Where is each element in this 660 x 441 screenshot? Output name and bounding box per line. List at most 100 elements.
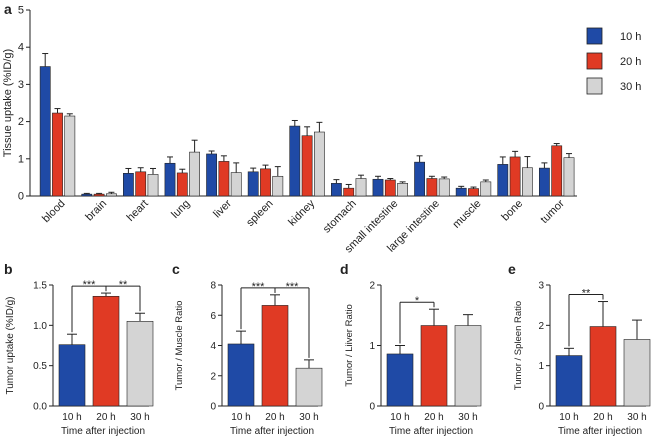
y-tick-label-a: 5 xyxy=(18,5,24,17)
y-tick-label-b: 0.5 xyxy=(33,361,47,372)
bar-d-20h xyxy=(420,325,448,407)
y-tick-label-b: 1.5 xyxy=(33,281,47,292)
x-tick-label-c: 30 h xyxy=(299,412,318,423)
bar-a-brain-30h xyxy=(106,193,117,197)
x-tick-label-c: 20 h xyxy=(265,412,284,423)
x-axis-label-c: Time after injection xyxy=(230,426,314,437)
x-tick-label-a: muscle xyxy=(450,198,483,231)
y-tick-label-c: 8 xyxy=(210,281,216,292)
y-tick-label-d: 0 xyxy=(369,402,375,413)
x-tick-label-a: brain xyxy=(83,198,109,224)
x-tick-label-a: lung xyxy=(169,198,192,221)
bar-a-blood-30h xyxy=(64,115,76,197)
bar-a-large-intestine-10h xyxy=(414,161,425,197)
x-tick-label-b: 30 h xyxy=(130,412,149,423)
bar-c-10h xyxy=(227,343,255,407)
bar-a-stomach-10h xyxy=(330,183,342,197)
y-tick-label-a: 0 xyxy=(18,191,24,203)
y-tick-label-c: 2 xyxy=(210,371,216,382)
x-tick-label-a: liver xyxy=(211,197,234,220)
bar-a-kidney-10h xyxy=(289,125,301,197)
bar-c-30h xyxy=(295,367,323,407)
panel-label-a: a xyxy=(4,1,12,17)
x-tick-label-a: spleen xyxy=(244,198,275,229)
y-tick-label-d: 2 xyxy=(369,281,375,292)
y-tick-label-a: 4 xyxy=(18,42,24,54)
bar-c-20h xyxy=(261,305,289,407)
bar-a-lung-20h xyxy=(176,172,188,197)
x-tick-label-a: tumor xyxy=(538,197,567,226)
y-tick-label-d: 1 xyxy=(369,341,375,352)
y-axis-label-b: Tumor uptake (%ID/g) xyxy=(5,297,16,395)
panel-label-b: b xyxy=(4,261,13,277)
y-tick-label-c: 4 xyxy=(210,341,216,352)
bar-a-heart-30h xyxy=(147,174,159,197)
significance-label-c: *** xyxy=(252,281,266,293)
bar-a-tumor-30h xyxy=(563,157,575,197)
legend-label-10h: 10 h xyxy=(620,31,641,43)
x-tick-label-a: blood xyxy=(40,198,68,226)
bar-a-spleen-20h xyxy=(260,168,271,197)
x-axis-label-d: Time after injection xyxy=(389,426,473,437)
x-axis-label-b: Time after injection xyxy=(61,426,145,437)
legend-label-20h: 20 h xyxy=(620,56,641,68)
bar-a-stomach-30h xyxy=(355,178,367,197)
bar-d-10h xyxy=(386,353,414,407)
significance-label-b: ** xyxy=(119,279,128,291)
y-tick-label-b: 1.0 xyxy=(33,321,47,332)
bar-a-brain-20h xyxy=(93,193,105,197)
bar-a-large-intestine-20h xyxy=(426,178,438,197)
bar-a-heart-20h xyxy=(135,171,147,197)
y-tick-label-e: 2 xyxy=(538,321,544,332)
y-axis-label-c: Tumor / Muscle Ratio xyxy=(174,301,185,391)
bar-a-liver-10h xyxy=(206,153,217,197)
significance-label-c: *** xyxy=(286,281,300,293)
panel-label-d: d xyxy=(340,261,349,277)
x-tick-label-d: 30 h xyxy=(458,412,477,423)
x-axis-label-e: Time after injection xyxy=(558,426,642,437)
bar-a-heart-10h xyxy=(123,173,134,197)
bar-a-lung-10h xyxy=(164,162,176,197)
legend-swatch-30h xyxy=(586,77,603,95)
bar-a-small-intestine-30h xyxy=(397,183,408,197)
bar-a-lung-30h xyxy=(189,151,200,197)
bar-a-tumor-10h xyxy=(538,167,550,197)
y-tick-label-b: 0.0 xyxy=(33,402,47,413)
y-tick-label-a: 1 xyxy=(18,153,24,165)
bar-b-30h xyxy=(126,320,154,407)
bar-e-20h xyxy=(589,326,617,407)
legend-swatch-20h xyxy=(586,52,603,70)
bar-a-small-intestine-20h xyxy=(384,179,396,197)
legend-swatch-10h xyxy=(586,27,603,45)
y-tick-label-c: 0 xyxy=(210,402,216,413)
bar-a-blood-20h xyxy=(52,112,63,197)
x-tick-label-a: kidney xyxy=(286,197,317,228)
bar-a-spleen-10h xyxy=(247,171,259,197)
bar-b-10h xyxy=(58,344,86,407)
y-tick-label-e: 1 xyxy=(538,361,544,372)
bar-e-30h xyxy=(623,339,651,407)
bar-a-kidney-20h xyxy=(301,135,313,197)
y-axis-label-e: Tumor / Spleen Ratio xyxy=(513,301,524,390)
bar-a-muscle-30h xyxy=(480,181,492,197)
legend-label-30h: 30 h xyxy=(620,81,641,93)
x-tick-label-c: 10 h xyxy=(231,412,250,423)
x-tick-label-a: heart xyxy=(125,198,151,224)
bar-a-large-intestine-30h xyxy=(438,178,450,197)
bar-a-small-intestine-10h xyxy=(372,178,384,197)
panel-label-e: e xyxy=(508,261,516,277)
x-tick-label-a: stomach xyxy=(321,198,359,236)
x-tick-label-a: bone xyxy=(499,198,525,224)
bar-d-30h xyxy=(454,325,482,407)
bar-a-stomach-20h xyxy=(343,187,355,197)
y-tick-label-a: 2 xyxy=(18,116,24,128)
legend-a: 10 h 20 h 30 h xyxy=(586,27,641,95)
y-axis-label-a: Tissue uptake (%ID/g) xyxy=(2,49,14,157)
x-tick-label-e: 10 h xyxy=(559,412,578,423)
significance-label-e: ** xyxy=(582,288,591,300)
x-tick-label-b: 10 h xyxy=(62,412,81,423)
bar-a-muscle-10h xyxy=(455,187,467,197)
panel-label-c: c xyxy=(172,261,180,277)
bar-a-tumor-20h xyxy=(551,145,563,197)
